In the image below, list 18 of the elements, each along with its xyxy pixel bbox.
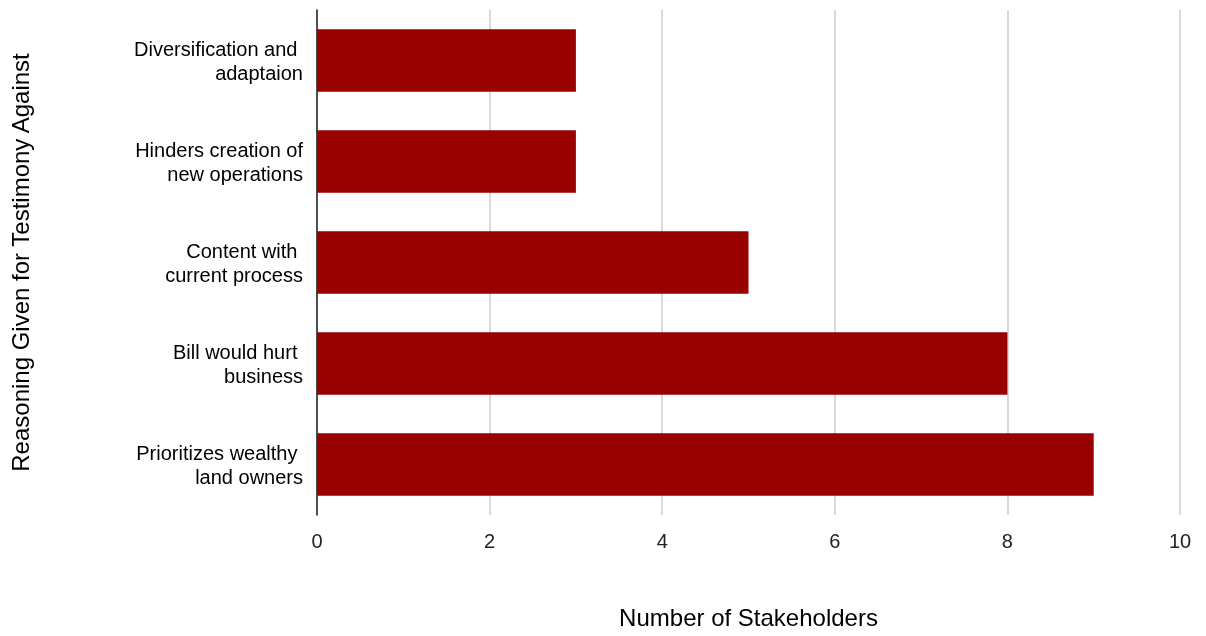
y-tick-label: Diversification and adaptaion: [134, 37, 303, 84]
bar: [317, 231, 749, 294]
x-tick-label: 10: [1168, 530, 1192, 552]
y-tick-label: Bill would hurt business: [172, 340, 303, 387]
y-tick-label: Prioritizes wealthy land owners: [136, 441, 303, 488]
x-tick-label: 2: [484, 530, 496, 552]
x-tick-label: 8: [1001, 530, 1013, 552]
y-axis-title: Reasoning Given for Testimony Against: [6, 52, 34, 472]
bar: [317, 433, 1094, 496]
x-axis-title: Number of Stakeholders: [619, 603, 878, 631]
y-tick-label: Content with current process: [165, 239, 303, 286]
bar: [317, 332, 1008, 395]
bar: [317, 130, 576, 193]
bar: [317, 29, 576, 92]
x-tick-label: 4: [656, 530, 668, 552]
x-tick-label: 6: [829, 530, 841, 552]
x-tick-label: 0: [311, 530, 323, 552]
y-tick-label: Hinders creation of new operations: [135, 138, 304, 185]
